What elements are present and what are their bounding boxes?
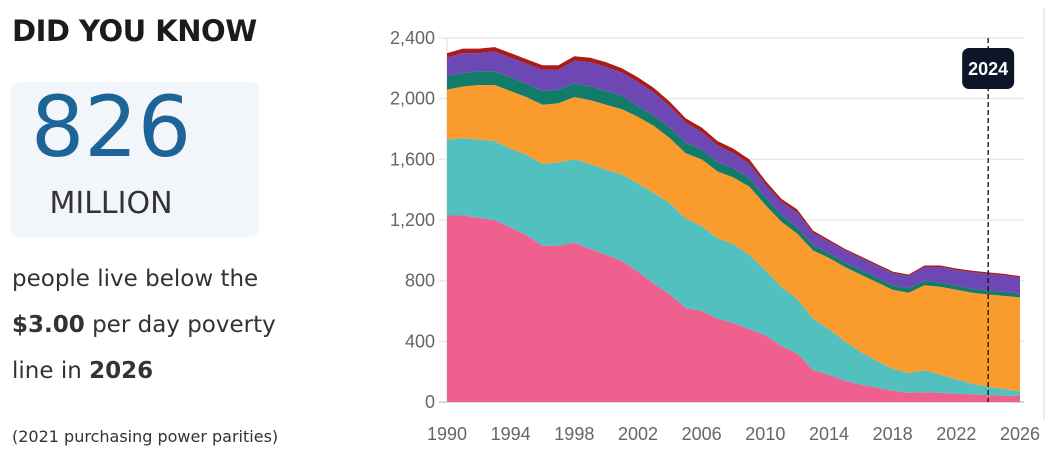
description-line-2-text: per day poverty [84,312,276,338]
did-you-know-heading: DID YOU KNOW [12,14,257,48]
year-marker-label: 2024 [968,59,1008,79]
y-tick-label: 1,200 [390,210,435,230]
x-tick-label: 2022 [936,424,976,444]
description-line-2: $3.00 per day poverty [12,302,342,348]
stat-unit: MILLION [49,186,173,221]
x-tick-label: 1998 [554,424,594,444]
y-tick-label: 2,000 [390,89,435,109]
y-tick-label: 1,600 [390,149,435,169]
area-series-2 [447,138,1020,396]
description-line-3: line in 2026 [12,348,342,394]
x-tick-label: 2006 [682,424,722,444]
y-tick-label: 800 [405,271,435,291]
x-tick-label: 2010 [745,424,785,444]
stat-number: 826 [30,78,192,176]
stat-card: 826 MILLION [11,78,259,237]
stat-description: people live below the $3.00 per day pove… [12,256,342,394]
y-tick-label: 2,400 [390,28,435,48]
x-tick-label: 1994 [491,424,531,444]
area-series-3 [447,85,1020,392]
x-tick-label: 1990 [427,424,467,444]
y-tick-label: 0 [425,392,435,412]
y-tick-label: 400 [405,331,435,351]
x-tick-label: 2026 [1000,424,1040,444]
ppp-note: (2021 purchasing power parities) [12,427,279,446]
x-tick-label: 2014 [809,424,849,444]
poverty-line-value: $3.00 [12,312,85,338]
x-tick-label: 2002 [618,424,658,444]
year-marker-badge [962,48,1015,89]
area-series-1 [447,215,1020,402]
description-line-3-text: line in [12,358,90,384]
x-tick-label: 2018 [873,424,913,444]
year-value: 2026 [89,358,154,384]
description-line-1: people live below the [12,266,259,292]
